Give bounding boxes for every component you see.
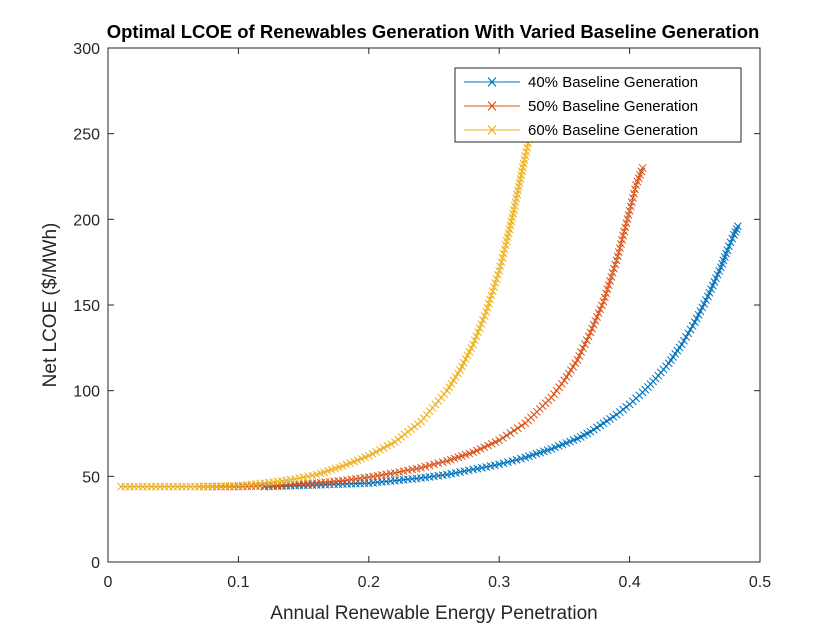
x-tick-label: 0.4 bbox=[618, 574, 640, 591]
data-point bbox=[686, 325, 695, 334]
x-tick-label: 0.1 bbox=[227, 574, 249, 591]
y-tick-label: 50 bbox=[82, 469, 100, 486]
x-axis: 0 0.1 0.2 0.3 0.4 0.5 bbox=[104, 48, 771, 591]
data-point bbox=[467, 344, 476, 353]
x-tick-label: 0 bbox=[104, 574, 113, 591]
data-point bbox=[571, 359, 580, 368]
x-axis-label: Annual Renewable Energy Penetration bbox=[270, 603, 597, 624]
data-point bbox=[453, 369, 462, 378]
data-point bbox=[470, 336, 479, 345]
y-tick-label: 150 bbox=[73, 298, 100, 315]
data-point bbox=[498, 433, 507, 442]
legend-label: 60% Baseline Generation bbox=[528, 122, 698, 139]
x-tick-label: 0.2 bbox=[358, 574, 380, 591]
data-point bbox=[638, 163, 647, 172]
data-point bbox=[575, 351, 584, 360]
series-3 bbox=[117, 105, 540, 491]
data-point bbox=[690, 318, 699, 327]
data-point bbox=[579, 344, 587, 353]
legend-label: 40% Baseline Generation bbox=[528, 74, 698, 91]
data-point bbox=[582, 336, 591, 345]
data-point bbox=[480, 311, 489, 320]
y-tick-label: 0 bbox=[91, 555, 100, 572]
data-point bbox=[449, 376, 458, 385]
data-point bbox=[376, 445, 384, 454]
data-point bbox=[584, 332, 593, 341]
data-point bbox=[696, 307, 705, 316]
data-point bbox=[733, 222, 742, 231]
x-tick-label: 0.3 bbox=[488, 574, 510, 591]
data-point bbox=[475, 324, 484, 333]
data-point bbox=[465, 347, 474, 356]
data-point bbox=[443, 386, 451, 395]
data-point bbox=[562, 373, 571, 381]
data-point bbox=[383, 442, 392, 450]
data-point bbox=[560, 376, 569, 385]
data-point bbox=[477, 320, 486, 329]
data-point bbox=[682, 333, 691, 341]
data-point bbox=[547, 393, 556, 402]
data-point bbox=[550, 390, 558, 399]
data-point bbox=[552, 386, 561, 395]
data-point bbox=[472, 332, 481, 341]
y-tick-label: 300 bbox=[73, 41, 100, 58]
data-point bbox=[698, 303, 707, 312]
data-point bbox=[692, 314, 701, 323]
data-point bbox=[569, 362, 578, 371]
series-2 bbox=[195, 163, 647, 491]
data-point bbox=[447, 379, 456, 388]
data-point bbox=[677, 340, 686, 349]
data-point bbox=[457, 362, 466, 371]
chart-title: Optimal LCOE of Renewables Generation Wi… bbox=[107, 21, 760, 42]
data-point bbox=[469, 340, 478, 349]
data-point bbox=[368, 449, 377, 458]
data-point bbox=[506, 429, 515, 437]
legend-label: 50% Baseline Generation bbox=[528, 98, 698, 115]
x-tick-label: 0.5 bbox=[749, 574, 771, 591]
data-point bbox=[684, 329, 693, 338]
data-point bbox=[573, 355, 582, 364]
data-point bbox=[688, 321, 697, 330]
series-layer bbox=[117, 105, 742, 491]
data-point bbox=[577, 348, 586, 356]
legend-marker bbox=[487, 101, 497, 111]
data-point bbox=[459, 358, 468, 367]
y-tick-label: 250 bbox=[73, 127, 100, 144]
series-1 bbox=[260, 222, 742, 491]
data-point bbox=[517, 421, 526, 430]
data-point bbox=[510, 426, 519, 435]
data-point bbox=[502, 431, 511, 440]
data-point bbox=[566, 366, 575, 375]
data-point bbox=[580, 340, 589, 349]
y-tick-label: 200 bbox=[73, 212, 100, 229]
data-point bbox=[445, 383, 454, 392]
data-point bbox=[478, 316, 487, 324]
y-axis: 0 50 100 150 200 250 300 bbox=[73, 41, 760, 572]
data-point bbox=[456, 366, 465, 375]
data-point bbox=[555, 383, 564, 392]
data-point bbox=[364, 451, 373, 460]
data-point bbox=[379, 443, 388, 452]
legend-marker bbox=[487, 77, 497, 87]
data-point bbox=[463, 351, 472, 360]
data-point bbox=[513, 424, 522, 433]
data-point bbox=[702, 296, 710, 305]
data-point bbox=[474, 328, 482, 337]
legend-marker bbox=[487, 125, 497, 135]
y-tick-label: 100 bbox=[73, 384, 100, 401]
data-point bbox=[461, 355, 470, 364]
data-point bbox=[495, 436, 504, 445]
data-point bbox=[679, 336, 688, 345]
data-point bbox=[557, 379, 566, 388]
data-point bbox=[372, 447, 381, 456]
legend: 40% Baseline Generation 50% Baseline Gene… bbox=[454, 67, 742, 143]
data-point bbox=[564, 369, 573, 378]
data-point bbox=[700, 299, 709, 308]
y-axis-label: Net LCOE ($/MWh) bbox=[40, 223, 61, 388]
data-point bbox=[694, 310, 703, 319]
data-point bbox=[387, 440, 396, 448]
data-point bbox=[451, 373, 460, 381]
